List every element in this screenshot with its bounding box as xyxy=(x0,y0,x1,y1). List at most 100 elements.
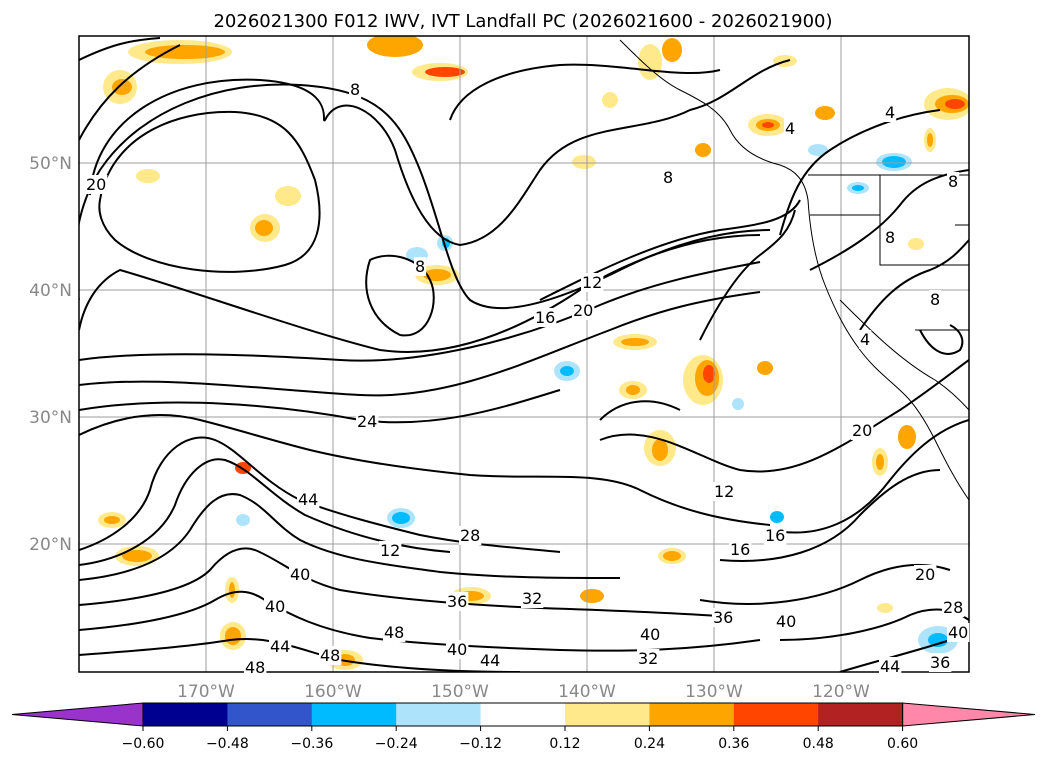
lat-tick-label: 40°N xyxy=(29,281,72,301)
colorbar-segment xyxy=(565,703,650,726)
contour-label: 36 xyxy=(447,592,467,611)
contour-label: 32 xyxy=(522,589,542,608)
map-gridlines xyxy=(79,36,969,672)
contour-label: 8 xyxy=(948,172,958,191)
contour-label: 16 xyxy=(730,540,750,559)
contour-label-background xyxy=(319,646,342,665)
contour-label-background xyxy=(269,637,292,656)
colorbar-tick-label: −0.24 xyxy=(375,736,418,752)
contour-label: 48 xyxy=(384,623,404,642)
contour-label: 20 xyxy=(86,175,106,194)
contour-label: 16 xyxy=(535,308,555,327)
colorbar-segment xyxy=(649,703,735,726)
map-frame xyxy=(78,35,970,673)
lon-tick-label: 140°W xyxy=(558,682,616,702)
contour-label: 12 xyxy=(380,541,400,560)
latitude-axis: 20°N 30°N 40°N 50°N xyxy=(29,154,72,555)
contour-label-background xyxy=(884,103,897,122)
contour-label-background xyxy=(879,657,902,676)
contour-label-background xyxy=(914,565,937,584)
contour-label-background xyxy=(884,228,897,247)
contour-label: 48 xyxy=(245,658,265,677)
contour-label-background xyxy=(947,623,970,642)
colorbar-tick-label: −0.60 xyxy=(122,736,165,752)
lon-tick-label: 120°W xyxy=(812,682,870,702)
contour-label-background xyxy=(662,168,675,187)
lat-tick-label: 20°N xyxy=(29,535,72,555)
contour-label-background xyxy=(244,658,267,677)
contour-label: 8 xyxy=(663,168,673,187)
contour-label: 28 xyxy=(943,598,963,617)
colorbar-tick-label: 0.24 xyxy=(634,736,665,752)
contour-label-background xyxy=(712,608,735,627)
contour-label-background xyxy=(639,625,662,644)
contour-label: 28 xyxy=(460,526,480,545)
contour-label: 12 xyxy=(714,482,734,501)
contour-label-background xyxy=(289,565,312,584)
ivt-shading xyxy=(98,36,969,670)
contour-label-background xyxy=(446,592,469,611)
contour-label: 4 xyxy=(860,330,870,349)
lat-tick-label: 50°N xyxy=(29,154,72,174)
lon-tick-label: 130°W xyxy=(685,682,743,702)
contour-label-background xyxy=(851,421,874,440)
contour-label-background xyxy=(521,589,544,608)
colorbar-segment xyxy=(818,703,904,726)
contour-label: 40 xyxy=(447,640,467,659)
contour-label-background xyxy=(414,257,427,276)
contour-label: 8 xyxy=(415,257,425,276)
contour-label-background xyxy=(446,640,469,659)
colorbar-segment xyxy=(396,703,482,726)
contour-label: 44 xyxy=(480,651,500,670)
contour-label: 20 xyxy=(573,301,593,320)
contour-label-background xyxy=(479,651,502,670)
contour-label-background xyxy=(775,612,798,631)
contour-label: 48 xyxy=(320,646,340,665)
colorbar-segment xyxy=(733,703,819,726)
colorbar-tick-label: −0.48 xyxy=(206,736,249,752)
colorbar-segment xyxy=(227,703,313,726)
lat-tick-label: 30°N xyxy=(29,408,72,428)
contour-label: 20 xyxy=(852,421,872,440)
contour-label-background xyxy=(947,172,960,191)
contour-label: 40 xyxy=(948,623,968,642)
contour-label: 20 xyxy=(915,565,935,584)
contour-label: 40 xyxy=(265,597,285,616)
colorbar-segment xyxy=(143,703,228,726)
contour-label-background xyxy=(637,649,660,668)
contour-label: 40 xyxy=(776,612,796,631)
contour-label: 4 xyxy=(885,103,895,122)
colorbar-tick-label: −0.12 xyxy=(459,736,502,752)
colorbar-tick-label: −0.36 xyxy=(290,736,333,752)
colorbar-tick-label: 0.48 xyxy=(803,736,834,752)
contour-label: 44 xyxy=(880,657,900,676)
contour-label: 44 xyxy=(270,637,290,656)
contour-label: 12 xyxy=(582,273,602,292)
contour-label: 32 xyxy=(638,649,658,668)
colorbar-frame xyxy=(142,702,904,727)
contour-label-background xyxy=(784,119,797,138)
contour-label: 36 xyxy=(713,608,733,627)
contour-label: 16 xyxy=(765,526,785,545)
contour-label: 8 xyxy=(930,290,940,309)
contour-label-background xyxy=(942,598,965,617)
contour-label-background xyxy=(459,526,482,545)
colorbar-tick-label: 0.12 xyxy=(549,736,580,752)
lon-tick-label: 160°W xyxy=(304,682,362,702)
colorbar-segment xyxy=(480,703,566,726)
contour-label-background xyxy=(929,290,942,309)
lon-tick-label: 170°W xyxy=(177,682,235,702)
contour-label: 24 xyxy=(357,412,377,431)
contour-label: 4 xyxy=(785,119,795,138)
contour-label-background xyxy=(534,308,557,327)
contour-label: 44 xyxy=(298,490,318,509)
colorbar-segment xyxy=(311,703,397,726)
colorbar-extend-min xyxy=(11,702,144,727)
contour-label: 36 xyxy=(930,653,950,672)
contour-label-background xyxy=(572,301,595,320)
colorbar: −0.60 −0.48 −0.36 −0.24 −0.12 0.12 0.24 0.36 0.4… xyxy=(11,702,1036,752)
contour-labels: 4 4 4 8 8 8 8 8 8 12 12 12 16 16 16 20 2… xyxy=(85,80,970,677)
contour-label: 40 xyxy=(290,565,310,584)
contour-label: 40 xyxy=(640,625,660,644)
